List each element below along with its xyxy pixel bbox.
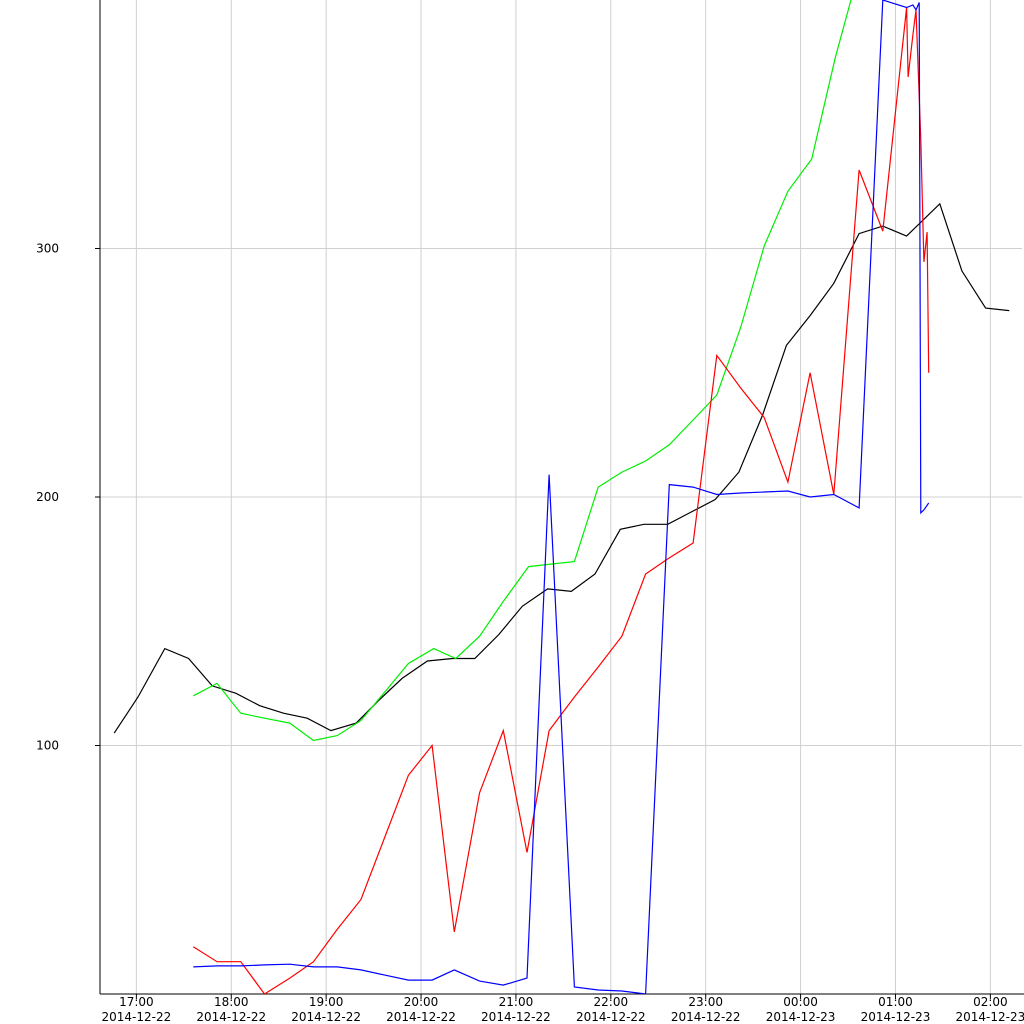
- x-tick-label: 2014-12-23: [766, 1010, 836, 1024]
- x-tick-label: 2014-12-23: [861, 1010, 931, 1024]
- x-tick-label: 2014-12-22: [576, 1010, 646, 1024]
- x-tick-label: 21:00: [499, 995, 534, 1009]
- y-tick-label: 300: [36, 242, 59, 256]
- x-tick-label: 19:00: [309, 995, 344, 1009]
- x-tick-label: 02:00: [973, 995, 1008, 1009]
- x-tick-label: 2014-12-22: [386, 1010, 456, 1024]
- x-tick-label: 2014-12-22: [481, 1010, 551, 1024]
- series-line: [193, 0, 852, 742]
- series-line: [192, 7, 930, 994]
- x-tick-label: 2014-12-22: [196, 1010, 266, 1024]
- x-tick-label: 00:00: [783, 995, 818, 1009]
- x-tick-label: 17:00: [119, 995, 154, 1009]
- x-tick-label: 22:00: [594, 995, 629, 1009]
- plot-area: [113, 0, 1010, 994]
- x-tick-label: 2014-12-22: [101, 1010, 171, 1024]
- x-tick-label: 20:00: [404, 995, 439, 1009]
- x-tick-label: 2014-12-23: [955, 1010, 1024, 1024]
- y-tick-label: 200: [36, 490, 59, 504]
- x-tick-label: 23:00: [688, 995, 723, 1009]
- series-line: [193, 0, 930, 994]
- x-tick-label: 2014-12-22: [291, 1010, 361, 1024]
- y-tick-label: 100: [36, 739, 59, 753]
- series-line: [113, 202, 1010, 734]
- x-tick-label: 18:00: [214, 995, 249, 1009]
- x-tick-label: 01:00: [878, 995, 913, 1009]
- x-tick-label: 2014-12-22: [671, 1010, 741, 1024]
